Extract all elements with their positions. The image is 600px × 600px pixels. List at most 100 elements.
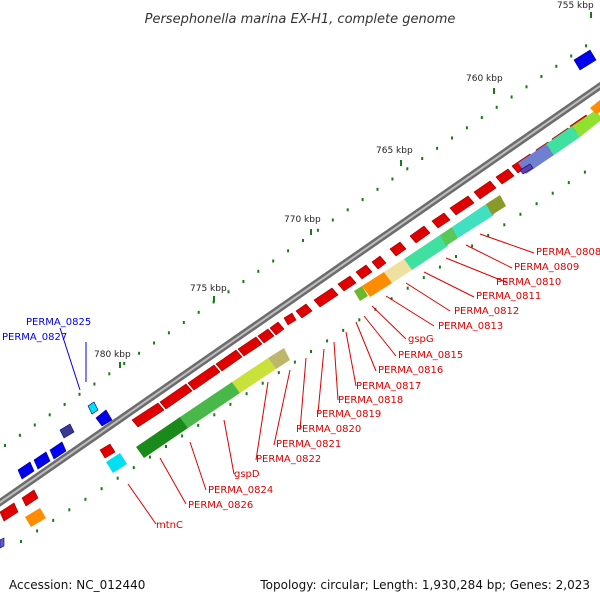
tick-mark	[287, 249, 290, 253]
tick-mark	[406, 167, 409, 171]
tick-mark	[346, 208, 349, 212]
tick-mark	[551, 191, 554, 195]
map-title: Persephonella marina EX-H1, complete gen…	[145, 12, 456, 27]
tick-mark	[68, 508, 71, 512]
tick-mark	[585, 44, 588, 48]
gene-label[interactable]: PERMA_0827	[2, 332, 67, 343]
tick-mark	[242, 280, 245, 283]
gene-label[interactable]: PERMA_0818	[338, 395, 403, 406]
gene-label[interactable]: PERMA_0813	[438, 321, 503, 332]
tick-mark	[261, 381, 264, 385]
tick-mark	[390, 297, 393, 301]
reverse-strand-genes[interactable]	[0, 114, 593, 522]
tick-mark	[570, 54, 573, 58]
tick-ring	[4, 44, 588, 543]
genome-backbone	[0, 81, 600, 507]
tick-label-780: 780 kbp	[94, 350, 131, 360]
tick-mark	[227, 290, 230, 294]
tick-mark	[108, 372, 111, 376]
tick-label-765: 765 kbp	[376, 146, 413, 156]
tick-mark	[33, 423, 36, 427]
gene-label[interactable]: PERMA_0817	[356, 381, 421, 392]
tick-mark	[138, 351, 141, 355]
tick-mark	[4, 444, 6, 447]
label-leader-lines	[59, 233, 535, 525]
tick-mark	[165, 445, 167, 448]
tick-mark	[197, 310, 200, 314]
gene-label[interactable]: PERMA_0808	[536, 247, 600, 258]
tick-mark	[567, 181, 570, 185]
tick-mark	[455, 255, 457, 258]
tick-mark	[293, 360, 296, 364]
gene-label[interactable]: gspG	[408, 334, 434, 345]
gene-label[interactable]: PERMA_0822	[256, 454, 321, 465]
tick-mark	[540, 75, 543, 78]
tick-label-760: 760 kbp	[466, 74, 503, 84]
tick-mark	[555, 64, 558, 68]
tick-mark	[331, 218, 334, 222]
tick-mark	[451, 136, 453, 140]
tick-label-775: 775 kbp	[190, 284, 227, 294]
tick-mark	[391, 177, 394, 181]
tick-mark	[422, 276, 425, 280]
tick-mark	[277, 371, 280, 375]
gene-label[interactable]: PERMA_0816	[378, 365, 443, 376]
tick-mark	[197, 423, 200, 427]
tick-mark	[257, 269, 260, 273]
forward-strand-genes[interactable]	[0, 49, 597, 549]
tick-mark	[480, 116, 483, 119]
tick-mark	[421, 157, 424, 160]
tick-mark	[316, 228, 319, 232]
tick-mark	[583, 170, 586, 174]
tick-mark	[310, 350, 312, 353]
tick-mark	[495, 105, 498, 109]
forward-gene-labels: PERMA_0825 PERMA_0827	[2, 317, 91, 343]
gene-label[interactable]: PERMA_0815	[398, 350, 463, 361]
gene-label[interactable]: PERMA_0826	[188, 500, 253, 511]
gene-label[interactable]: PERMA_0819	[316, 409, 381, 420]
tick-mark	[272, 259, 275, 263]
gene-label[interactable]: PERMA_0809	[514, 262, 579, 273]
tick-mark	[245, 392, 248, 396]
gene-label[interactable]: PERMA_0810	[496, 277, 561, 288]
tick-mark	[93, 382, 96, 386]
tick-mark	[63, 403, 66, 406]
tick-mark	[438, 265, 441, 269]
tick-mark	[182, 321, 185, 324]
tick-mark	[84, 497, 87, 501]
scale-labels: 755 kbp 760 kbp 765 kbp 770 kbp 775 kbp …	[94, 1, 594, 360]
gene-label[interactable]: mtnC	[156, 520, 183, 531]
tick-mark	[326, 339, 329, 343]
tick-label-770: 770 kbp	[284, 215, 321, 225]
gene-label[interactable]: PERMA_0825	[26, 317, 91, 328]
tick-mark	[342, 328, 345, 332]
tick-mark	[167, 331, 170, 335]
tick-mark	[361, 198, 364, 201]
tick-mark	[116, 476, 119, 480]
tick-mark	[132, 466, 135, 470]
tick-mark	[18, 433, 21, 437]
gene-label[interactable]: PERMA_0811	[476, 291, 541, 302]
tick-mark	[465, 126, 468, 130]
tick-mark	[358, 318, 361, 322]
tick-mark	[78, 392, 81, 396]
tick-mark	[487, 233, 490, 237]
gene-label[interactable]: PERMA_0824	[208, 485, 273, 496]
gene-label[interactable]: PERMA_0812	[454, 306, 519, 317]
tick-mark	[48, 413, 51, 417]
genome-summary-text: Topology: circular; Length: 1,930,284 bp…	[260, 578, 590, 592]
gene-label[interactable]: PERMA_0820	[296, 424, 361, 435]
gene-label[interactable]: gspD	[234, 469, 260, 480]
tick-mark	[436, 146, 439, 150]
tick-mark	[510, 95, 513, 99]
gene-label[interactable]: PERMA_0821	[276, 439, 341, 450]
tick-mark	[36, 529, 39, 533]
tick-mark	[153, 341, 155, 345]
tick-mark	[52, 518, 55, 522]
tick-mark	[302, 239, 304, 242]
tick-mark	[20, 540, 22, 543]
tick-mark	[123, 362, 126, 365]
tick-mark	[229, 402, 232, 406]
scale-ticks	[119, 12, 592, 368]
functional-category-bars	[25, 100, 600, 527]
